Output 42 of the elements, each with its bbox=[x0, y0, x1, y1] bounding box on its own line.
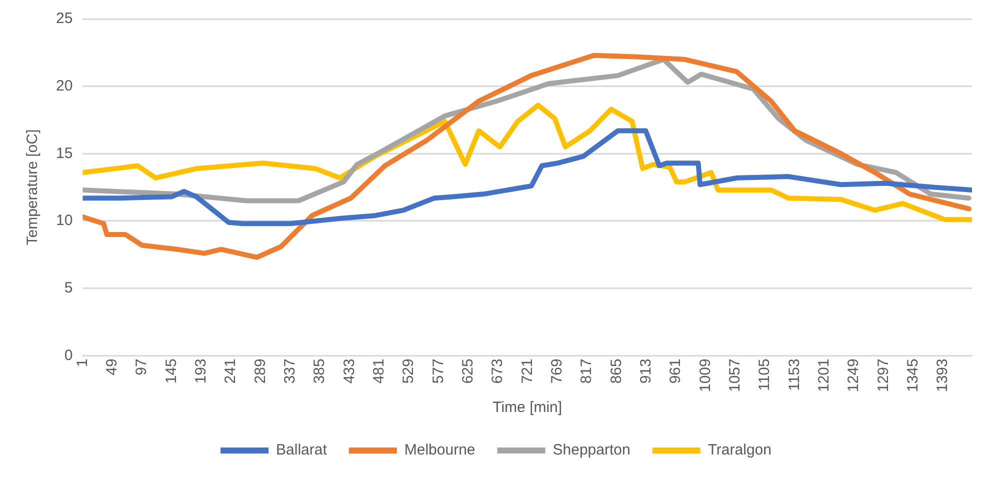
x-tick-label: 817 bbox=[578, 358, 596, 384]
x-tick-label: 1393 bbox=[934, 358, 952, 392]
x-tick-label: 385 bbox=[311, 358, 328, 384]
y-axis-title: Temperature [oC] bbox=[24, 129, 42, 246]
x-tick-label: 1009 bbox=[696, 358, 714, 392]
x-tick-label: 913 bbox=[637, 358, 654, 384]
x-tick-label: 145 bbox=[162, 358, 180, 384]
y-tick-label: 0 bbox=[64, 346, 73, 364]
x-tick-label: 241 bbox=[222, 358, 240, 384]
legend-label: Shepparton bbox=[552, 442, 630, 459]
y-tick-label: 15 bbox=[56, 144, 73, 162]
x-tick-label: 1105 bbox=[756, 358, 774, 391]
x-tick-label: 97 bbox=[133, 358, 150, 376]
x-tick-label: 1153 bbox=[786, 358, 803, 391]
x-tick-label: 433 bbox=[340, 358, 358, 384]
x-tick-label: 625 bbox=[459, 358, 476, 384]
legend-label: Traralgon bbox=[708, 442, 772, 459]
x-tick-label: 1 bbox=[74, 358, 91, 367]
x-axis-title: Time [min] bbox=[492, 399, 562, 416]
x-tick-label: 961 bbox=[667, 358, 684, 384]
x-tick-label: 529 bbox=[400, 358, 418, 384]
y-tick-label: 20 bbox=[56, 77, 73, 94]
x-tick-label: 1057 bbox=[726, 358, 744, 392]
x-tick-label: 1345 bbox=[904, 358, 922, 392]
x-tick-label: 289 bbox=[252, 358, 269, 384]
x-tick-label: 49 bbox=[103, 358, 120, 376]
x-tick-label: 337 bbox=[281, 358, 298, 384]
x-tick-label: 673 bbox=[489, 358, 506, 384]
x-tick-label: 721 bbox=[518, 358, 536, 384]
x-tick-label: 577 bbox=[430, 358, 447, 384]
x-tick-label: 1201 bbox=[815, 358, 832, 392]
y-tick-label: 5 bbox=[64, 279, 73, 296]
legend-label: Melbourne bbox=[404, 442, 476, 459]
y-tick-label: 25 bbox=[56, 10, 73, 28]
x-tick-label: 481 bbox=[370, 358, 388, 384]
x-tick-label: 1249 bbox=[845, 358, 862, 392]
x-tick-label: 865 bbox=[608, 358, 625, 384]
legend-label: Ballarat bbox=[276, 442, 328, 459]
x-tick-label: 1297 bbox=[874, 358, 892, 392]
y-tick-label: 10 bbox=[56, 212, 73, 230]
x-tick-label: 769 bbox=[548, 358, 566, 384]
x-tick-label: 193 bbox=[192, 358, 210, 384]
